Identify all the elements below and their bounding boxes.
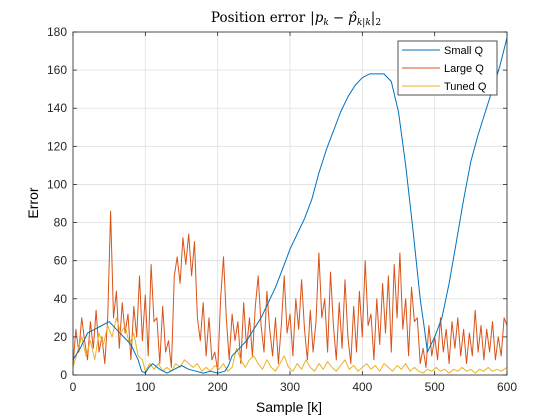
y-tick-label: 40 xyxy=(54,292,68,306)
x-tick-label: 400 xyxy=(352,380,372,394)
legend-label-large-q: Large Q xyxy=(444,63,484,75)
series-layer xyxy=(72,37,508,374)
y-tick-label: 120 xyxy=(47,139,67,153)
y-tick-label: 20 xyxy=(54,330,68,344)
y-tick-label: 140 xyxy=(47,101,67,115)
legend-label-small-q: Small Q xyxy=(444,45,484,57)
axis-ticks xyxy=(72,31,508,376)
y-tick-labels: 0 20 40 60 80 100 120 140 160 180 xyxy=(47,25,67,382)
y-axis-label: Error xyxy=(25,187,41,218)
y-tick-label: 160 xyxy=(47,63,67,77)
x-tick-label: 600 xyxy=(497,380,517,394)
x-tick-label: 200 xyxy=(208,380,228,394)
y-tick-label: 60 xyxy=(54,254,68,268)
chart-title: Position error |pk − p̂k|k|2 xyxy=(211,10,381,28)
y-tick-label: 0 xyxy=(60,368,67,382)
x-tick-label: 0 xyxy=(70,380,77,394)
x-axis-label: Sample [k] xyxy=(256,399,322,415)
legend: Small Q Large Q Tuned Q xyxy=(397,40,498,96)
x-tick-label: 100 xyxy=(135,380,155,394)
series-line-tuned-q xyxy=(72,317,508,374)
y-tick-label: 80 xyxy=(54,216,68,230)
x-tick-labels: 0 100 200 300 400 500 600 xyxy=(70,380,518,394)
legend-label-tuned-q: Tuned Q xyxy=(444,81,487,93)
y-tick-label: 100 xyxy=(47,177,67,191)
series-line-small-q xyxy=(72,37,508,374)
x-tick-label: 500 xyxy=(425,380,445,394)
x-tick-label: 300 xyxy=(280,380,300,394)
y-tick-label: 180 xyxy=(47,25,67,39)
